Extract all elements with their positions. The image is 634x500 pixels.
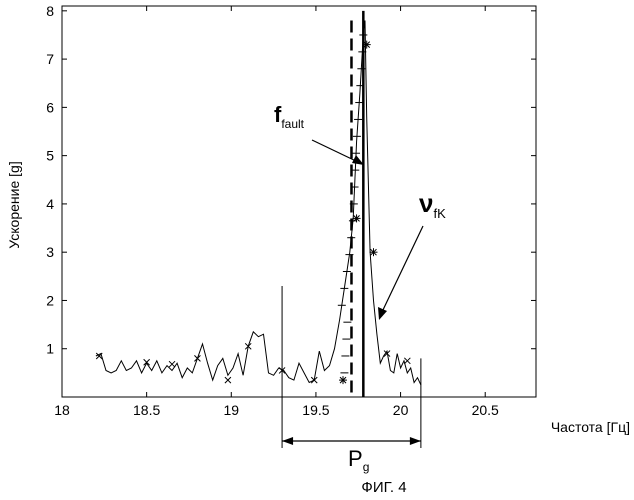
y-tick-label: 8 bbox=[46, 3, 54, 19]
y-axis-label: Ускорение [g] bbox=[6, 161, 22, 248]
y-tick-label: 5 bbox=[46, 148, 54, 164]
y-tick-label: 3 bbox=[46, 244, 54, 260]
y-tick-label: 6 bbox=[46, 99, 54, 115]
v-fk-arrow-shaft bbox=[382, 226, 423, 312]
series-line-acceleration bbox=[96, 21, 421, 385]
x-axis-label: Частота [Гц] bbox=[551, 419, 630, 435]
x-tick-label: 20.5 bbox=[472, 402, 499, 418]
y-tick-label: 2 bbox=[46, 292, 54, 308]
pg-arrow-head-right bbox=[410, 437, 421, 445]
x-axis-tick-labels: 18 18.5 19 19.5 20 20.5 bbox=[54, 402, 499, 418]
plot-frame bbox=[62, 6, 536, 397]
figure-caption: ФИГ. 4 bbox=[361, 479, 406, 496]
y-tick-label: 7 bbox=[46, 51, 54, 67]
y-tick-label: 4 bbox=[46, 196, 54, 212]
x-tick-label: 19 bbox=[223, 402, 239, 418]
x-tick-label: 20 bbox=[393, 402, 409, 418]
pg-label: Pg bbox=[348, 446, 369, 474]
pg-arrow-head-left bbox=[282, 437, 293, 445]
x-tick-label: 19.5 bbox=[302, 402, 329, 418]
y-axis-ticks bbox=[62, 11, 536, 349]
x-tick-label: 18.5 bbox=[133, 402, 160, 418]
y-tick-label: 1 bbox=[46, 341, 54, 357]
y-axis-tick-labels: 1 2 3 4 5 6 7 8 bbox=[46, 3, 54, 357]
x-tick-label: 18 bbox=[54, 402, 70, 418]
f-fault-label: ffault bbox=[274, 102, 305, 131]
v-fk-arrow-head bbox=[378, 307, 387, 320]
v-fk-label: νfK bbox=[419, 188, 446, 221]
